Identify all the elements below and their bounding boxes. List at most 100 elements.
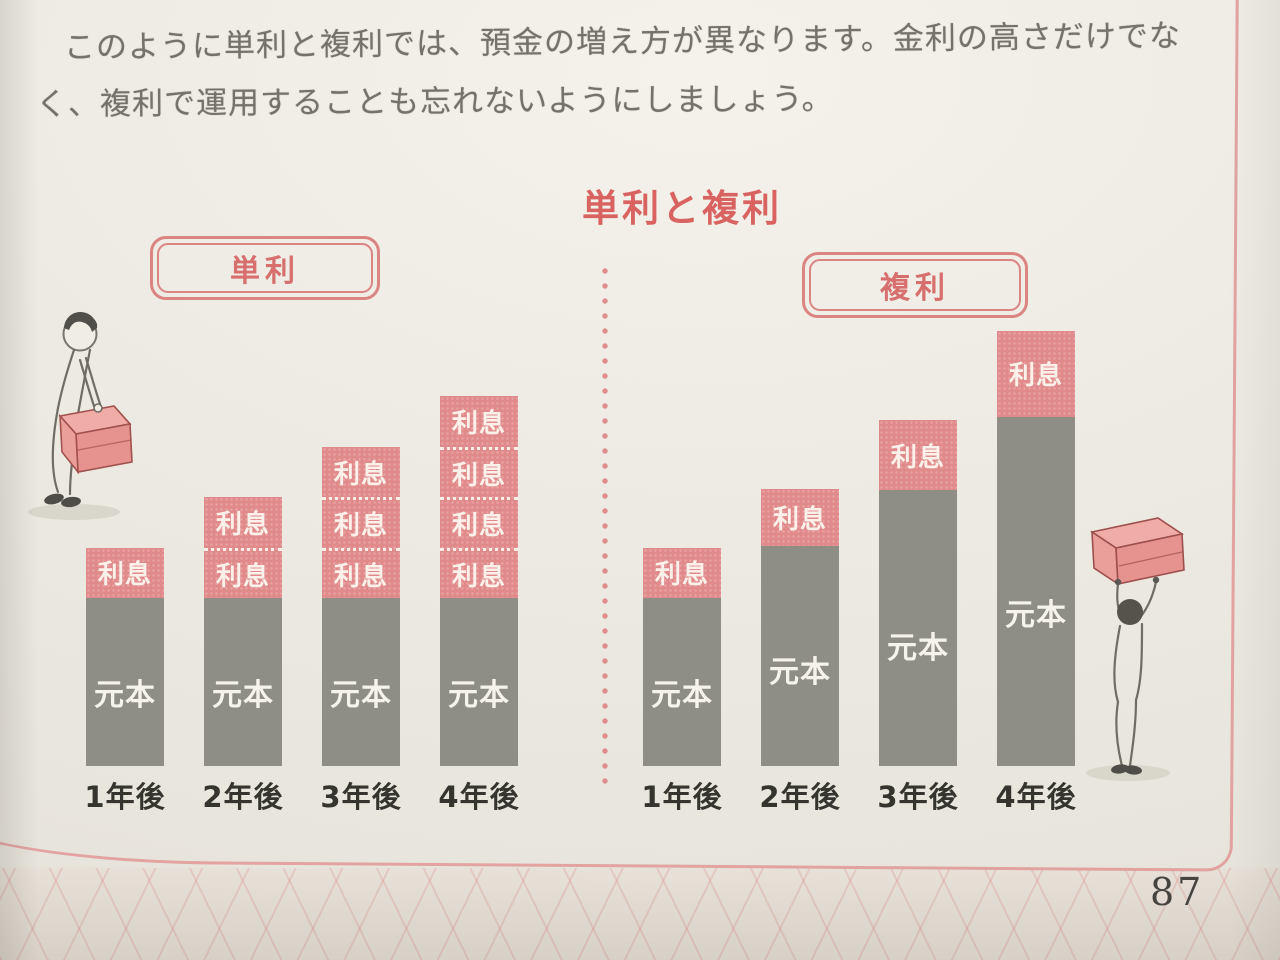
bar-segment-interest: 利息 <box>440 547 518 598</box>
bar-column: 利息元本 1年後 <box>641 547 723 814</box>
category-label: 3年後 <box>320 780 402 814</box>
interest-segment-label: 利息 <box>333 459 388 490</box>
hand <box>1114 578 1122 586</box>
category-label: 2年後 <box>759 780 841 814</box>
bar-segment-interest: 利息 <box>322 446 400 498</box>
box-seam <box>77 439 132 451</box>
dotted-divider <box>602 266 609 790</box>
principal-segment-label: 元本 <box>1005 598 1067 634</box>
page-number: 87 <box>1150 870 1205 914</box>
principal-segment-label: 元本 <box>769 655 831 691</box>
bar-column: 利息元本 1年後 <box>84 547 166 814</box>
torso-front-line <box>56 348 76 410</box>
interest-segment-label: 利息 <box>451 561 506 592</box>
box-side-face <box>59 413 79 475</box>
bar-segment-interest: 利息 <box>204 547 282 598</box>
simple-interest-label: 単利 <box>230 254 300 289</box>
torso-line-2 <box>1134 622 1144 702</box>
bar-segment-interest: 利息 <box>86 547 164 598</box>
bar-column: 利息 利息 利息 元本 3年後 <box>320 446 402 814</box>
principal-segment-label: 元本 <box>651 678 713 714</box>
arm-line <box>84 356 102 406</box>
simple-interest-label-box-inner: 単利 <box>157 243 373 293</box>
bar-segment-interest: 利息 <box>440 446 518 498</box>
foot <box>44 493 64 505</box>
principal-segment-label: 元本 <box>94 678 156 714</box>
bar-segment-principal: 元本 <box>879 490 957 766</box>
interest-segment-label: 利息 <box>215 509 270 540</box>
bar-segment-interest: 利息 <box>204 497 282 548</box>
person-carrying-box-illustration <box>28 311 133 520</box>
principal-segment-label: 元本 <box>330 678 392 714</box>
category-label: 1年後 <box>84 780 166 814</box>
arm-line-2 <box>78 358 96 408</box>
stacked-bar: 利息 元本 <box>761 488 839 766</box>
interest-segment-label: 利息 <box>451 461 506 492</box>
category-label: 1年後 <box>641 780 723 814</box>
interest-segment-label: 利息 <box>1008 361 1063 392</box>
bar-segment-principal: 元本 <box>761 545 839 766</box>
bar-column: 利息 利息 利息 利息 元本 4年後 <box>438 396 520 814</box>
category-label: 3年後 <box>877 780 959 814</box>
compound-interest-bar-group: 利息元本 1年後 利息元本 2年後 利息元本 3年後 利息元本 4年後 <box>641 330 1077 814</box>
bar-column: 利息元本 2年後 <box>759 488 841 814</box>
page-bottom-pattern <box>0 868 1280 960</box>
foot-2 <box>1124 765 1142 775</box>
hand-2 <box>1152 576 1160 584</box>
compound-interest-label: 複利 <box>880 271 950 306</box>
bar-segment-interest: 利息 <box>879 419 957 491</box>
bar-segment-interest: 利息 <box>322 547 400 598</box>
bar-segment-interest: 利息 <box>997 330 1075 417</box>
category-label: 4年後 <box>438 780 520 814</box>
head <box>1117 599 1143 625</box>
interest-segment-label: 利息 <box>654 560 709 591</box>
leg-line <box>51 406 60 494</box>
box-seam <box>1118 551 1183 567</box>
stacked-bar: 利息 元本 <box>879 419 957 766</box>
stacked-bar: 利息 元本 <box>643 547 721 766</box>
interest-segment-label: 利息 <box>215 561 270 592</box>
bar-segment-principal: 元本 <box>997 416 1075 766</box>
interest-segment-label: 利息 <box>451 511 506 542</box>
principal-segment-label: 元本 <box>887 630 949 666</box>
torso-back-line <box>76 348 92 416</box>
stacked-bar: 利息 元本 <box>997 330 1075 766</box>
interest-segment-label: 利息 <box>451 409 506 440</box>
foot-2 <box>61 496 81 508</box>
leg-line-2 <box>1128 698 1138 768</box>
bar-segment-interest: 利息 <box>440 396 518 447</box>
bar-segment-principal: 元本 <box>440 598 518 766</box>
interest-segment-label: 利息 <box>333 561 388 592</box>
bar-column: 利息元本 3年後 <box>877 419 959 814</box>
interest-segment-label: 利息 <box>97 560 152 591</box>
bar-segment-principal: 元本 <box>322 598 400 766</box>
interest-segment-label: 利息 <box>772 504 827 535</box>
simple-interest-label-box: 単利 <box>150 236 380 300</box>
person-lifting-box-illustration <box>1086 517 1185 781</box>
paragraph-line-2: く、複利で運用することも忘れないようにしましょう。 <box>35 81 834 123</box>
interest-segment-label: 利息 <box>890 442 945 473</box>
simple-interest-bar-group: 利息 元本 1年後 利息 利息 元本 2年後 利息 利息 利息 元本 3年後 利息 利息 利息 利息 元本 4年後 <box>84 396 520 814</box>
category-label: 2年後 <box>202 780 284 814</box>
bar-segment-principal: 元本 <box>204 598 282 766</box>
bar-column: 利息元本 4年後 <box>995 330 1077 814</box>
hair <box>64 311 98 332</box>
compound-interest-label-box-inner: 複利 <box>809 259 1021 311</box>
shadow <box>28 504 120 520</box>
stacked-bar: 利息 利息 元本 <box>204 497 282 766</box>
foot <box>1111 764 1129 774</box>
stacked-bar: 利息 元本 <box>86 547 164 766</box>
category-label: 4年後 <box>995 780 1077 814</box>
compound-interest-label-box: 複利 <box>802 252 1028 318</box>
bar-column: 利息 利息 元本 2年後 <box>202 497 284 814</box>
chart-title: 単利と複利 <box>582 187 782 230</box>
bar-segment-principal: 元本 <box>86 598 164 766</box>
stacked-bar: 利息 利息 利息 元本 <box>322 446 400 766</box>
principal-segment-label: 元本 <box>212 678 274 714</box>
interest-segment-label: 利息 <box>333 511 388 542</box>
bar-segment-principal: 元本 <box>643 598 721 766</box>
stacked-bar: 利息 利息 利息 利息 元本 <box>440 396 518 766</box>
bar-segment-interest: 利息 <box>761 488 839 546</box>
hand <box>93 403 103 413</box>
